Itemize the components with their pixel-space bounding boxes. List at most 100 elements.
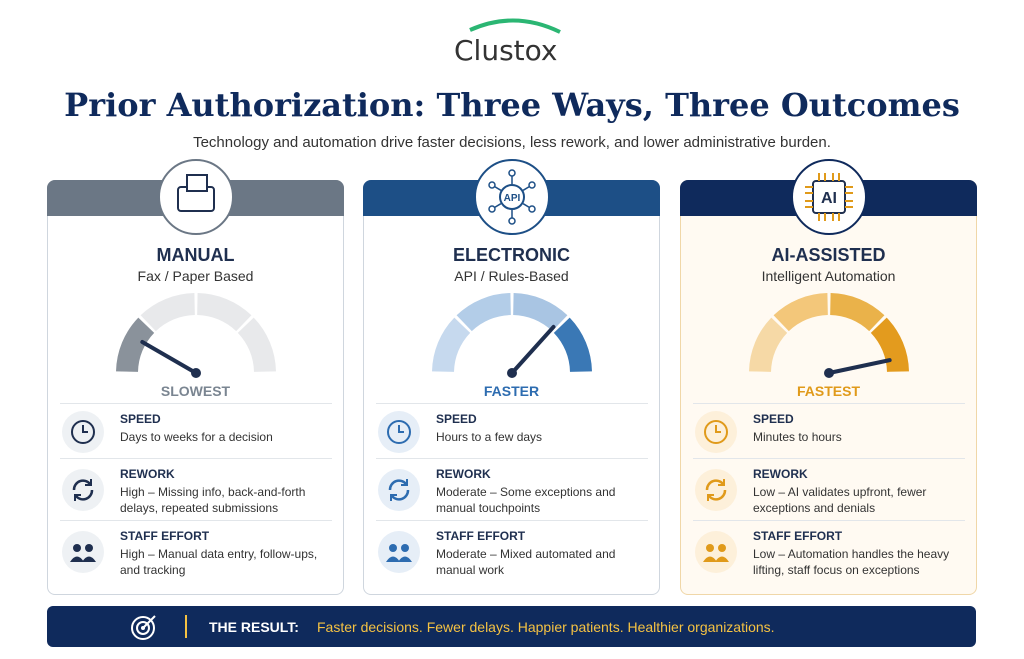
gauge-segment [773,293,828,332]
clock-hands [398,424,404,433]
gauge-label: FASTER [483,383,540,399]
hub [499,184,525,210]
metric-glyph [703,544,729,562]
gauge-segment [513,293,568,332]
clock-hands [715,424,721,433]
card-icon: AI [791,159,867,235]
gauge-needle [510,324,556,375]
body [398,556,412,562]
gauge-needle [827,358,892,375]
metric-icon [695,410,737,453]
metric-row: SPEED Minutes to hours [693,403,965,459]
metric-icon [62,469,104,511]
metric-glyph [705,479,727,501]
card: MANUAL Fax / Paper Based SLOWEST SPEED Days … [47,159,344,595]
metric-icon [62,410,104,453]
card-icon: API [474,159,550,235]
body [82,556,96,562]
metric-label: SPEED [436,412,477,426]
body [703,556,717,562]
gauge-segment [553,317,592,372]
metric-glyph [704,419,728,444]
card: AI AI-ASSISTED Intelligent Automation FASTE… [680,159,977,595]
metric-text: High – Missing info, back-and-forth dela… [120,485,306,515]
metric-text: Days to weeks for a decision [120,430,273,444]
metric-label: STAFF EFFORT [753,529,843,543]
clock [704,419,728,444]
metric-label: REWORK [436,467,491,481]
metric-label: SPEED [753,412,794,426]
metric-text: Minutes to hours [753,430,842,444]
card-subtitle: Fax / Paper Based [137,268,254,284]
gauge-segment [116,317,155,372]
clock [71,419,95,444]
card-icon [158,159,234,235]
icon-graphic [177,174,215,212]
metric-row: STAFF EFFORT Moderate – Mixed automated a… [376,520,648,583]
gauge-needle [140,340,198,375]
result-text: Faster decisions. Fewer delays. Happier … [317,619,775,635]
target-icon [131,615,156,640]
head [389,544,397,552]
arrows [390,479,408,501]
chip [812,180,846,214]
metric-icon [378,531,420,573]
metric-icon [695,531,737,573]
metric-glyph [386,544,412,562]
metric-row: REWORK Low – AI validates upfront, fewer … [693,458,965,521]
metric-text: Low – Automation handles the heavy lifti… [753,547,950,577]
metric-glyph [72,479,94,501]
metric-icon [378,410,420,453]
result-label: THE RESULT: [209,619,299,635]
metric-label: STAFF EFFORT [436,529,526,543]
metric-row: STAFF EFFORT Low – Automation handles the… [693,520,965,583]
gauge-hub [824,368,834,378]
spoke [491,184,513,198]
gauge [432,293,592,378]
divider [185,615,187,638]
logo: Clustox [454,18,561,67]
gauge-segment [237,317,276,372]
logo-text: Clustox [454,34,557,67]
head [85,544,93,552]
metric-label: REWORK [120,467,175,481]
spoke [511,184,533,198]
arrows [707,479,725,501]
metric-label: REWORK [753,467,808,481]
cycle [72,479,94,501]
gauge-hub [507,368,517,378]
cycle [705,479,727,501]
card-name: ELECTRONIC [453,245,570,265]
metric-text: Moderate – Mixed automated and manual wo… [436,547,616,577]
metric-text: Moderate – Some exceptions and manual to… [436,485,616,515]
icon-text: AI [821,190,837,207]
icon-graphic: API [488,169,536,225]
clock-hands [82,424,88,433]
metric-glyph [70,544,96,562]
gauge [749,293,909,378]
gauge [116,293,276,378]
icon-text: API [504,193,521,204]
gauge-segment [749,317,788,372]
node [488,205,496,213]
result-bar: THE RESULT: Faster decisions. Fewer dela… [47,606,976,647]
spoke [491,196,513,210]
head [718,544,726,552]
gauge-segment [140,293,195,332]
gauge-hub [191,368,201,378]
gauge-segment [432,317,471,372]
subtitle: Technology and automation drive faster d… [193,134,831,151]
body [715,556,729,562]
node [508,169,516,177]
card-subtitle: API / Rules-Based [454,268,569,284]
metric-row: REWORK High – Missing info, back-and-fort… [60,458,332,521]
body [386,556,400,562]
metric-glyph [387,419,411,444]
head [706,544,714,552]
metric-text: Low – AI validates upfront, fewer except… [753,485,927,515]
metric-label: SPEED [120,412,161,426]
node [508,217,516,225]
node [488,181,496,189]
paper-shape [186,174,208,192]
card-name: AI-ASSISTED [771,245,886,265]
